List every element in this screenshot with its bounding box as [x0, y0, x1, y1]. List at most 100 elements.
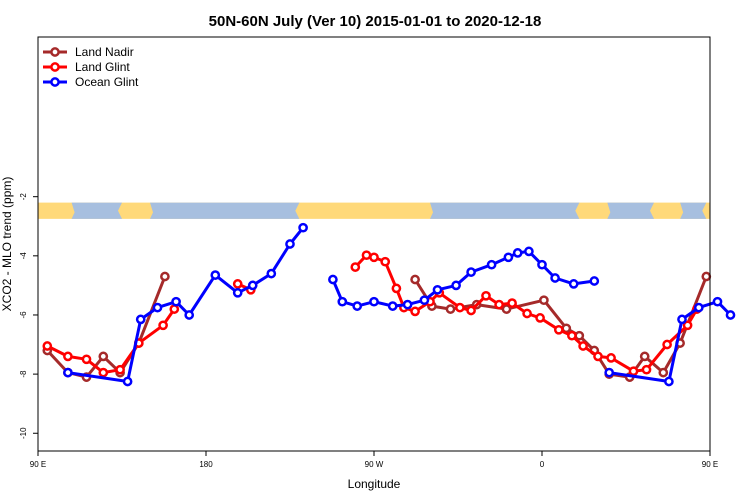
data-point-land-nadir [98, 351, 109, 362]
data-point-ocean-glint [451, 280, 461, 291]
data-point-ocean-glint [503, 252, 514, 263]
series-line-ocean-glint [67, 226, 305, 383]
data-point-land-glint [494, 299, 504, 310]
data-point-land-glint [593, 351, 603, 362]
legend-label: Land Nadir [75, 45, 134, 59]
data-point-land-glint [169, 304, 180, 314]
map-ocean-region [71, 202, 122, 219]
data-point-land-glint [380, 256, 391, 267]
data-point-ocean-glint [135, 314, 146, 325]
data-point-ocean-glint [266, 268, 277, 279]
data-point-ocean-glint [402, 299, 413, 310]
data-point-ocean-glint [247, 280, 258, 291]
data-point-land-glint [369, 252, 379, 263]
legend-marker [50, 62, 60, 72]
data-point-land-glint [578, 341, 588, 351]
data-point-land-glint [535, 313, 545, 323]
data-point-land-nadir [658, 367, 669, 378]
data-point-land-nadir [639, 351, 650, 362]
data-point-ocean-glint [537, 259, 547, 270]
data-point-ocean-glint [328, 274, 338, 285]
data-point-ocean-glint [63, 367, 73, 378]
data-point-land-glint [158, 320, 168, 331]
data-point-land-nadir [160, 271, 170, 282]
data-point-ocean-glint [432, 284, 443, 295]
legend-item-ocean-glint: Ocean Glint [43, 75, 139, 89]
data-point-land-glint [606, 353, 616, 363]
data-point-ocean-glint [725, 310, 736, 320]
x-axis: 90 E 180 90 W 0 90 E [30, 451, 718, 469]
y-tick-label: -8 [19, 370, 28, 378]
data-point-land-glint [662, 339, 672, 350]
legend-marker [50, 77, 60, 87]
data-point-ocean-glint [298, 222, 308, 233]
data-point-land-nadir [701, 271, 712, 282]
data-point-ocean-glint [693, 302, 704, 313]
data-point-ocean-glint [677, 314, 687, 325]
data-point-ocean-glint [232, 287, 243, 298]
data-point-land-glint [682, 320, 693, 331]
data-point-ocean-glint [352, 301, 363, 311]
plot-frame [37, 36, 711, 452]
x-tick-label: 90 E [702, 460, 718, 469]
data-point-ocean-glint [152, 302, 163, 313]
data-point-land-glint [42, 341, 53, 351]
data-point-land-glint [628, 366, 639, 377]
series-line-land-nadir [46, 275, 167, 379]
data-point-land-glint [522, 308, 532, 319]
data-point-ocean-glint [210, 270, 221, 280]
data-point-ocean-glint [337, 296, 348, 307]
map-strip [38, 202, 710, 219]
map-ocean-region [430, 202, 580, 219]
map-ocean-region [150, 202, 300, 219]
data-point-ocean-glint [184, 310, 195, 320]
data-point-land-nadir [410, 274, 420, 285]
data-point-ocean-glint [712, 296, 723, 307]
series-land-glint [42, 250, 702, 378]
map-ocean-region [607, 202, 654, 219]
data-point-ocean-glint [589, 276, 600, 286]
y-tick-label: -4 [19, 252, 28, 260]
data-point-land-nadir [445, 304, 456, 314]
data-point-land-glint [115, 364, 125, 375]
chart-title: 50N-60N July (Ver 10) 2015-01-01 to 2020… [209, 13, 542, 30]
data-point-ocean-glint [664, 376, 674, 387]
data-point-ocean-glint [568, 279, 579, 289]
x-tick-label: 180 [199, 460, 213, 469]
data-point-land-nadir [501, 304, 512, 314]
series-ocean-glint [63, 222, 736, 387]
data-point-ocean-glint [419, 295, 430, 306]
data-point-land-glint [63, 351, 73, 362]
data-point-land-glint [553, 324, 564, 335]
data-point-land-glint [507, 298, 517, 308]
data-point-land-glint [641, 364, 652, 375]
series-layer [42, 222, 736, 387]
series-land-nadir [42, 271, 712, 382]
x-tick-label: 0 [540, 460, 545, 469]
y-tick-label: -2 [19, 193, 28, 201]
legend-label: Ocean Glint [75, 75, 139, 89]
legend-item-land-glint: Land Glint [43, 60, 130, 74]
data-point-ocean-glint [285, 239, 295, 249]
x-tick-label: 90 W [365, 460, 384, 469]
y-axis: -2 -4 -6 -8 -10 [19, 193, 38, 439]
data-point-ocean-glint [550, 273, 560, 283]
data-point-ocean-glint [604, 367, 615, 378]
data-point-ocean-glint [466, 267, 476, 277]
data-point-ocean-glint [171, 296, 181, 307]
legend-marker [50, 47, 60, 57]
data-point-land-glint [410, 306, 420, 317]
y-tick-label: -10 [19, 427, 28, 439]
data-point-land-glint [98, 367, 109, 378]
data-point-land-nadir [539, 295, 549, 306]
y-tick-label: -6 [19, 311, 28, 319]
data-point-land-glint [466, 305, 476, 316]
data-point-land-glint [350, 262, 361, 272]
data-point-land-glint [81, 354, 92, 365]
data-point-ocean-glint [387, 301, 398, 311]
y-axis-label: XCO2 - MLO trend (ppm) [0, 177, 14, 312]
data-point-land-glint [567, 330, 577, 341]
data-point-land-glint [455, 302, 465, 313]
